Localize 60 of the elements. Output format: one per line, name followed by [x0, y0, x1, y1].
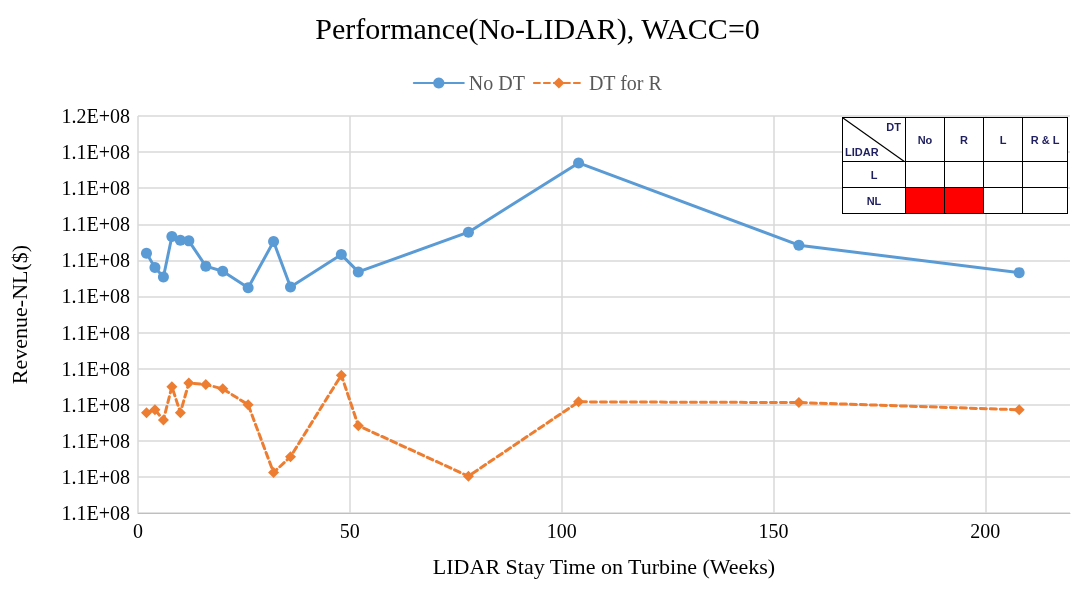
point: [285, 281, 297, 293]
x-tick-label: 200: [970, 520, 1001, 542]
x-axis-title: LIDAR Stay Time on Turbine (Weeks): [432, 553, 776, 579]
point: [335, 369, 347, 381]
y-tick-label: 1.1E+08: [61, 249, 130, 272]
point: [200, 260, 212, 272]
point: [157, 414, 169, 426]
point: [335, 249, 347, 261]
point: [1013, 404, 1025, 416]
legend-label: No DT: [468, 72, 525, 94]
x-tick-label: 100: [546, 520, 577, 542]
chart-title: Performance(No-LIDAR), WACC=0: [315, 11, 760, 46]
point: [217, 265, 229, 277]
annotation: R: [944, 117, 984, 162]
annotation: No: [905, 117, 945, 162]
point: [140, 247, 152, 259]
point: [217, 383, 229, 395]
y-tick-label: 1.1E+08: [61, 465, 130, 488]
point: [268, 236, 280, 248]
point: [352, 266, 364, 278]
point: [462, 226, 474, 238]
point: [352, 420, 364, 432]
point: [573, 157, 585, 169]
annotation: R & L: [1022, 117, 1068, 162]
y-tick-label: 1.1E+08: [61, 429, 130, 452]
point: [793, 239, 805, 251]
x-tick-label: 0: [133, 520, 143, 542]
point: [157, 271, 169, 283]
annotation: DT: [886, 121, 901, 133]
y-tick-label: 1.1E+08: [61, 321, 130, 344]
point: [462, 470, 474, 482]
point: [174, 407, 186, 419]
annotation: L: [842, 161, 906, 188]
point: [285, 451, 297, 463]
y-axis-title: Revenue-NL($): [6, 244, 32, 385]
point: [242, 282, 254, 294]
y-tick-label: 1.1E+08: [61, 177, 130, 200]
point: [268, 467, 280, 479]
point: [149, 262, 161, 274]
y-tick-label: 1.1E+08: [61, 502, 130, 524]
point: [183, 377, 195, 389]
point: [140, 407, 152, 419]
annotation: LIDAR: [845, 146, 879, 158]
y-tick-label: 1.1E+08: [61, 285, 130, 308]
point: [183, 235, 195, 247]
legend-label: DT for R: [588, 72, 663, 94]
y-tick-label: 1.1E+08: [61, 213, 130, 236]
y-tick-label: 1.1E+08: [61, 393, 130, 416]
y-tick-label: 1.1E+08: [61, 357, 130, 380]
x-tick-label: 50: [339, 520, 360, 542]
x-tick-label: 150: [758, 520, 789, 542]
point: [149, 404, 161, 416]
point: [166, 231, 178, 243]
y-tick-label: 1.2E+08: [61, 105, 130, 127]
point: [242, 399, 254, 411]
point: [200, 379, 212, 391]
annotation: L: [983, 117, 1023, 162]
point: [1013, 267, 1025, 279]
y-tick-label: 1.1E+08: [61, 141, 130, 164]
annotation: NL: [842, 187, 906, 214]
